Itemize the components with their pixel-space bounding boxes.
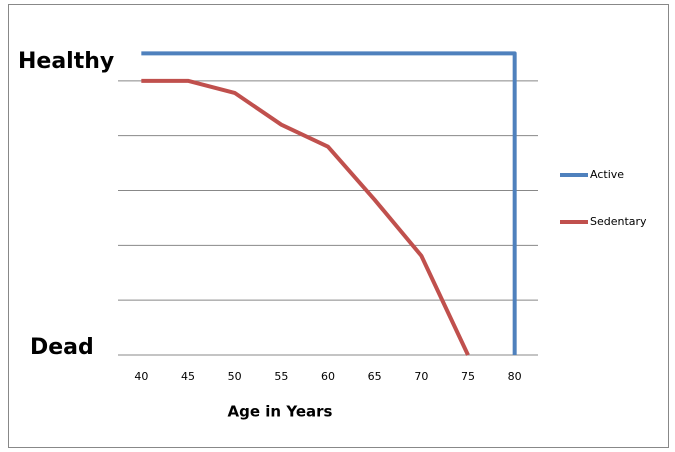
x-tick-label: 50 <box>228 370 242 383</box>
x-tick-label: 75 <box>461 370 475 383</box>
chart-border <box>8 4 669 448</box>
x-tick-label: 80 <box>508 370 522 383</box>
y-bottom-label: Dead <box>30 335 94 360</box>
x-tick-label: 55 <box>274 370 288 383</box>
x-tick-label: 45 <box>181 370 195 383</box>
series-line <box>141 51 517 355</box>
series-line <box>141 78 470 356</box>
legend-label: Active <box>590 168 624 181</box>
x-tick-label: 65 <box>368 370 382 383</box>
x-tick-label: 70 <box>414 370 428 383</box>
y-top-label: Healthy <box>18 49 114 74</box>
legend-label: Sedentary <box>590 215 647 228</box>
x-axis-title: Age in Years <box>228 403 333 421</box>
x-tick-label: 40 <box>134 370 148 383</box>
x-tick-label: 60 <box>321 370 335 383</box>
